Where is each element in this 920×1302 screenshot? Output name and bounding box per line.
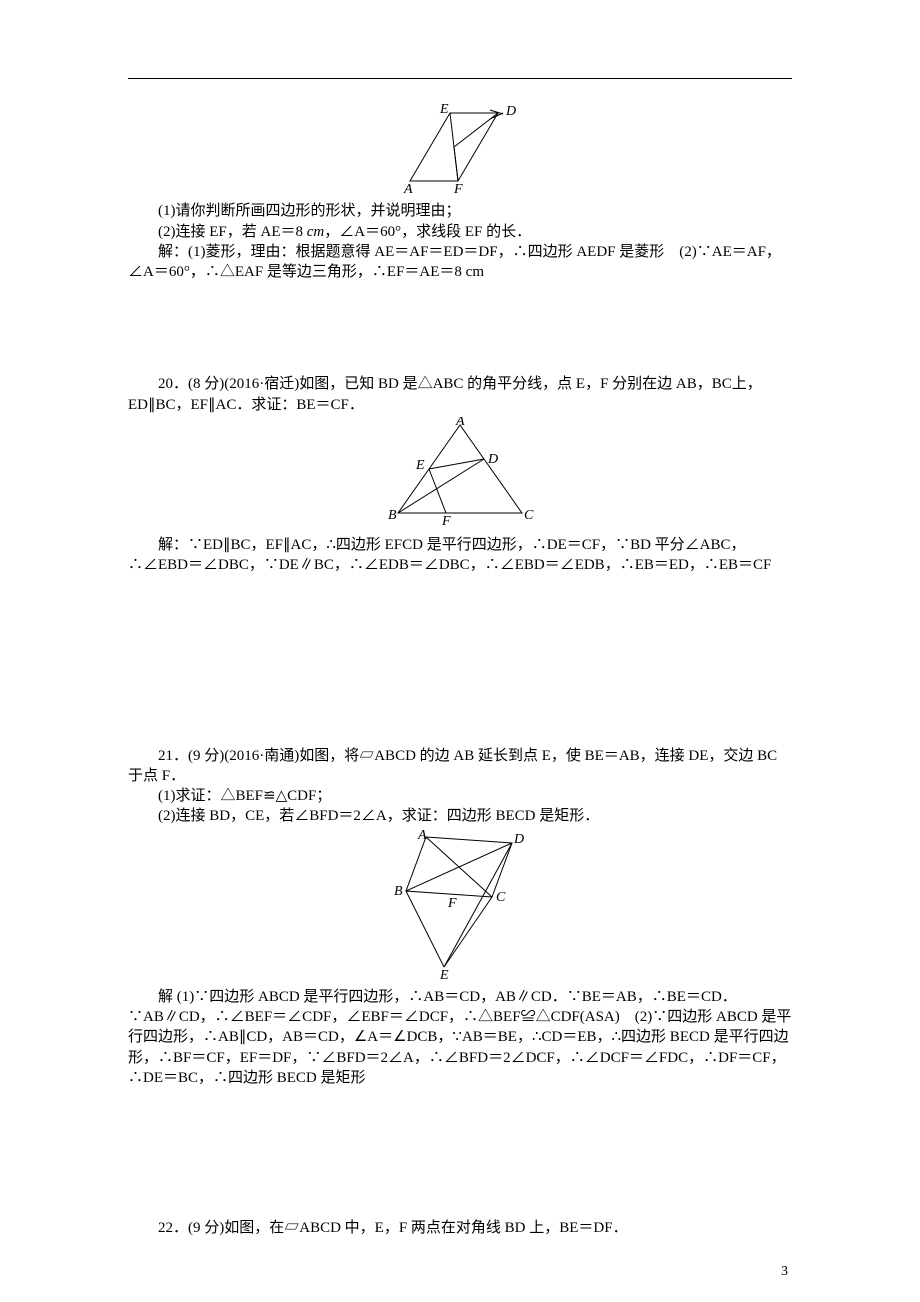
label-E: E bbox=[415, 458, 425, 473]
label-D: D bbox=[487, 452, 498, 467]
label-C: C bbox=[524, 508, 534, 523]
q21-part2: (2)连接 BD，CE，若∠BFD＝2∠A，求证：四边形 BECD 是矩形． bbox=[128, 806, 792, 826]
spacer-3 bbox=[128, 1088, 792, 1218]
label-A: A bbox=[455, 417, 465, 429]
q19-solution: 解：(1)菱形，理由：根据题意得 AE＝AF＝ED＝DF，∴四边形 AEDF 是… bbox=[128, 242, 792, 283]
label-F: F bbox=[447, 896, 457, 911]
label-D: D bbox=[505, 104, 516, 119]
label-F: F bbox=[453, 182, 463, 193]
label-B: B bbox=[394, 884, 403, 899]
label-C: C bbox=[496, 890, 506, 905]
q19-part2-b: ，∠A＝60°，求线段 EF 的长． bbox=[324, 224, 531, 240]
q20-head: 20．(8 分)(2016·宿迁)如图，已知 BD 是△ABC 的角平分线，点 … bbox=[128, 374, 792, 415]
q20-solution: 解：∵ED∥BC，EF∥AC，∴四边形 EFCD 是平行四边形，∴DE＝CF，∵… bbox=[128, 535, 792, 576]
label-E: E bbox=[439, 103, 449, 117]
top-rule bbox=[128, 78, 792, 79]
q19-part2-a: (2)连接 EF，若 AE＝8 bbox=[158, 224, 307, 240]
q19-part2-cm: cm bbox=[307, 224, 325, 240]
q21-head: 21．(9 分)(2016·南通)如图，将▱ABCD 的边 AB 延长到点 E，… bbox=[128, 746, 792, 787]
q19-part2: (2)连接 EF，若 AE＝8 cm，∠A＝60°，求线段 EF 的长． bbox=[128, 222, 792, 242]
label-A: A bbox=[417, 829, 427, 843]
label-F: F bbox=[441, 514, 451, 527]
page: E D A F (1)请你判断所画四边形的形状，并说明理由； (2)连接 EF，… bbox=[0, 0, 920, 1302]
q19-part1: (1)请你判断所画四边形的形状，并说明理由； bbox=[128, 201, 792, 221]
label-D: D bbox=[513, 832, 524, 847]
q19-figure: E D A F bbox=[128, 103, 792, 199]
page-number: 3 bbox=[781, 1263, 788, 1282]
label-E: E bbox=[439, 968, 449, 979]
q20-figure: A E D B F C bbox=[128, 417, 792, 533]
spacer-2 bbox=[128, 576, 792, 746]
label-A: A bbox=[403, 182, 413, 193]
spacer-1 bbox=[128, 282, 792, 374]
q21-solution: 解 (1)∵四边形 ABCD 是平行四边形，∴AB＝CD，AB∥CD．∵BE＝A… bbox=[128, 987, 792, 1088]
q22-head: 22．(9 分)如图，在▱ABCD 中，E，F 两点在对角线 BD 上，BE＝D… bbox=[128, 1218, 792, 1238]
label-B: B bbox=[388, 508, 397, 523]
q21-figure: A D B F C E bbox=[128, 829, 792, 985]
q21-part1: (1)求证：△BEF≌△CDF； bbox=[128, 786, 792, 806]
